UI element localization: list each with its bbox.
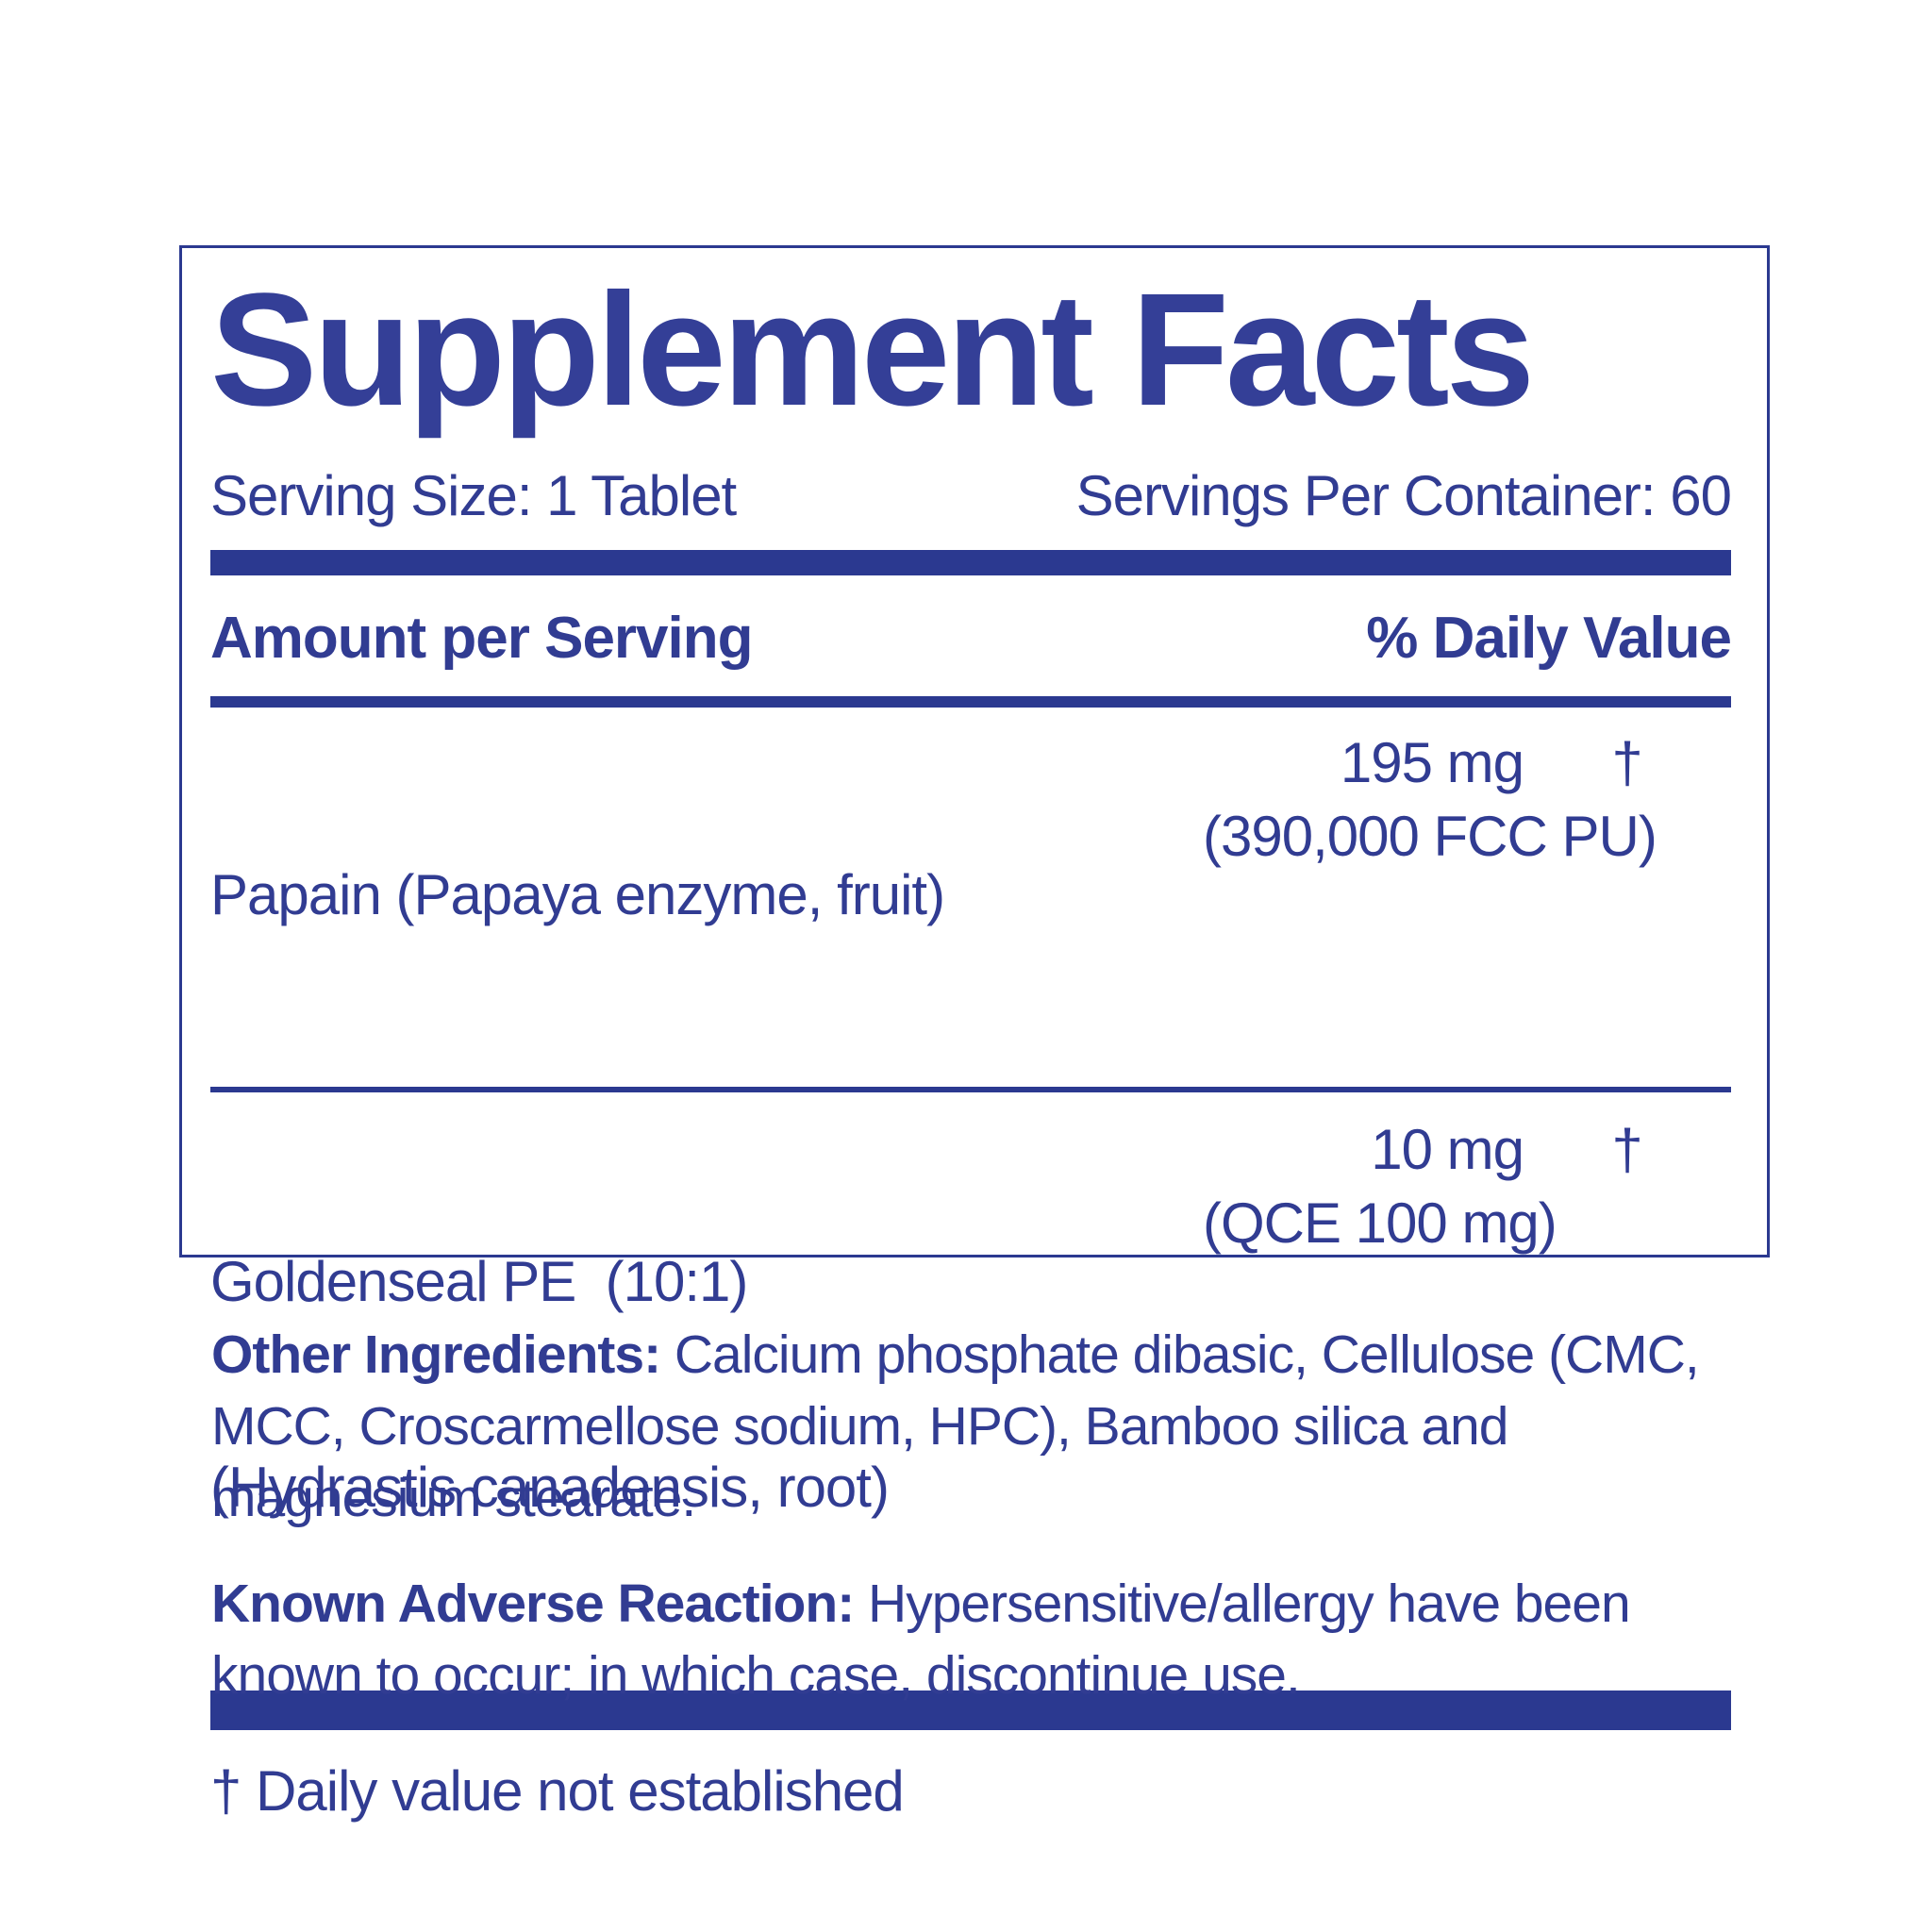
adverse-reaction-line2: known to occur; in which case, discontin…: [211, 1645, 1301, 1706]
supplement-facts-panel: Supplement Facts Serving Size: 1 Tablet …: [179, 245, 1770, 1823]
servings-per-container: Servings Per Container: 60: [1075, 464, 1732, 527]
ingredient-name: Papain (Papaya enzyme, fruit): [210, 863, 945, 926]
header-rule: [210, 696, 1731, 708]
ingredient-amount-detail: (QCE 100 mg): [1203, 1191, 1557, 1255]
ingredient-name: Goldenseal PE (10:1) (Hydrastis canadens…: [210, 1117, 1203, 1653]
ingredient-amount: 10 mg (QCE 100 mg): [1203, 1118, 1557, 1255]
serving-info-row: Serving Size: 1 Tablet Servings Per Cont…: [210, 463, 1732, 529]
table-row: Papain (Papaya enzyme, fruit) 195 mg (39…: [210, 708, 1731, 1087]
daily-value-footnote: † Daily value not established: [210, 1759, 905, 1823]
ingredient-amount: 195 mg (390,000 FCC PU): [1203, 731, 1657, 868]
divider-bar-bottom: [210, 1690, 1731, 1730]
adverse-reaction-label: Known Adverse Reaction:: [211, 1574, 855, 1634]
other-ingredients-line1: Other Ingredients: Calcium phosphate dib…: [211, 1324, 1700, 1385]
other-ingredients-paragraph: Other Ingredients: Calcium phosphate dib…: [211, 1319, 1700, 1534]
other-ingredients-label: Other Ingredients:: [211, 1324, 661, 1385]
other-ingredients-line2: MCC, Croscarmellose sodium, HPC), Bamboo…: [211, 1396, 1508, 1457]
daily-value-symbol: †: [1611, 1118, 1643, 1181]
ingredient-amount-detail: (390,000 FCC PU): [1203, 805, 1657, 868]
adverse-reaction-line1: Known Adverse Reaction: Hypersensitive/a…: [211, 1574, 1631, 1634]
other-ingredients-line3: magnesium stearate.: [211, 1468, 696, 1528]
row-divider: [210, 1087, 1731, 1092]
ingredient-name-detail: (Hydrastis canadensis, root): [210, 1456, 890, 1519]
table-header-row: Amount per Serving % Daily Value: [210, 575, 1732, 696]
amount-per-serving-header: Amount per Serving: [210, 606, 754, 671]
table-row: Goldenseal PE (10:1) (Hydrastis canadens…: [210, 1092, 1731, 1690]
panel-title: Supplement Facts: [210, 260, 1535, 440]
daily-value-header: % Daily Value: [1366, 606, 1732, 671]
divider-bar-top: [210, 550, 1731, 575]
daily-value-symbol: †: [1611, 731, 1643, 794]
serving-size: Serving Size: 1 Tablet: [210, 464, 737, 527]
adverse-reaction-paragraph: Known Adverse Reaction: Hypersensitive/a…: [211, 1568, 1631, 1711]
